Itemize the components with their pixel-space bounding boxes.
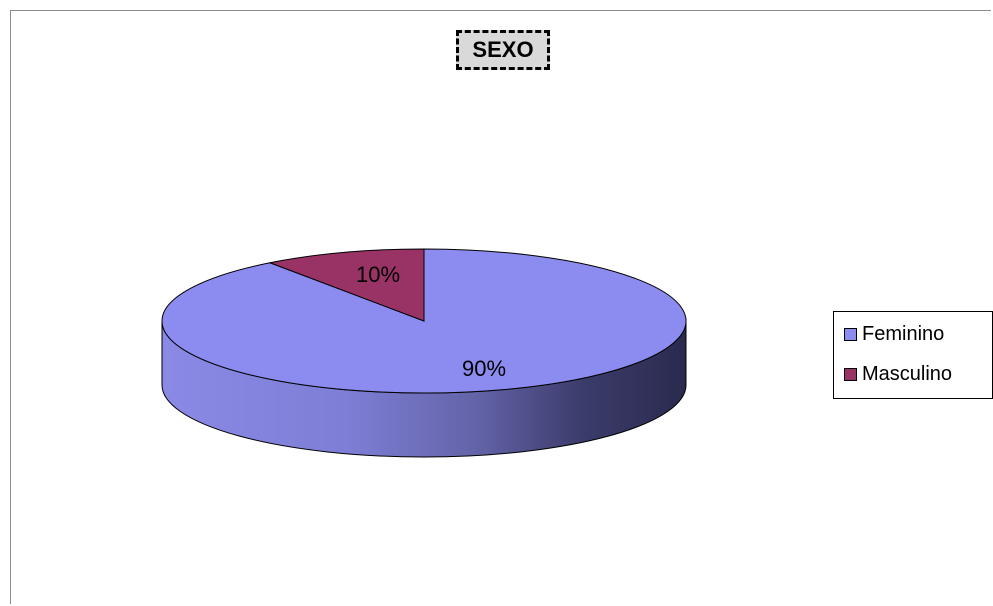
chart-legend: Feminino Masculino: [833, 311, 993, 399]
legend-label-masculino: Masculino: [862, 363, 953, 385]
data-label-masculino: 10%: [356, 262, 400, 287]
legend-swatch-feminino: [844, 328, 857, 341]
legend-swatch-masculino: [844, 368, 857, 381]
chart-title: SEXO: [456, 30, 550, 70]
data-label-feminino: 90%: [462, 356, 506, 381]
legend-item-feminino: Feminino: [844, 323, 944, 346]
chart-title-text: SEXO: [472, 37, 534, 62]
legend-label-feminino: Feminino: [862, 323, 945, 345]
legend-item-masculino: Masculino: [844, 363, 952, 386]
pie-slice-masculino: [268, 248, 425, 322]
chart-area: [10, 10, 991, 604]
